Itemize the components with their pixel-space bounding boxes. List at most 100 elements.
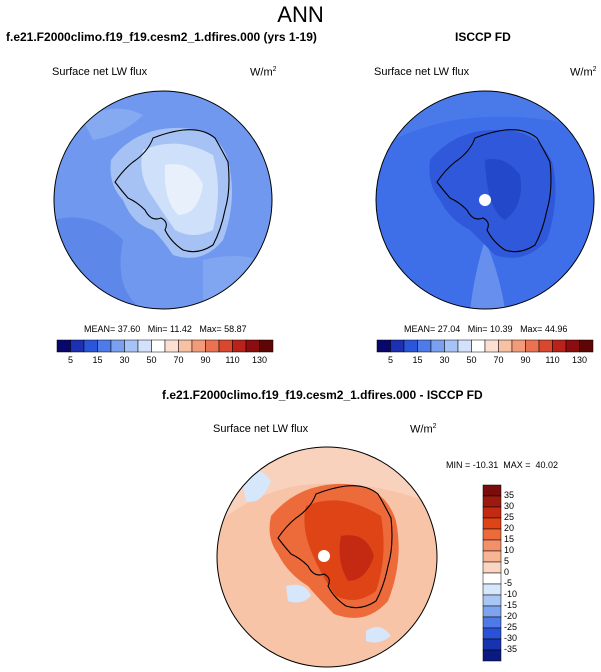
panel2-colorbar-tick-label: 110: [545, 355, 560, 365]
panel1-colorbar-box: [137, 339, 152, 353]
panel1-colorbar-tick-label: 5: [67, 355, 74, 365]
panel3-colorbar-tick-label: -35: [504, 644, 518, 654]
panel1-colorbar-box: [178, 339, 193, 353]
panel2-colorbar-box: [498, 339, 513, 353]
panel1-colorbar-box: [245, 339, 260, 353]
panel2-field-tongue: [470, 240, 505, 309]
panel1-units: W/m2: [250, 66, 277, 79]
panel3-colorbar-box: [482, 539, 502, 552]
panel2-pole-missing: [479, 194, 491, 206]
panel2-colorbar-box: [565, 339, 580, 353]
panel2-units: W/m2: [570, 66, 597, 79]
panel3-colorbar-box: [482, 528, 502, 541]
panel3-colorbar-tick-label: -20: [504, 611, 518, 621]
panel2-colorbar-tick-label: 50: [466, 355, 477, 365]
panel2-colorbar-box: [403, 339, 418, 353]
panel2-colorbar-tick-label: 90: [520, 355, 531, 365]
panel1-colorbar-tick-label: 130: [251, 355, 268, 365]
panel2-map: [375, 90, 595, 310]
panel2-variable: Surface net LW flux: [374, 66, 470, 78]
panel3-colorbar-box: [482, 583, 502, 596]
panel1-colorbar-tick-label: 15: [92, 355, 103, 365]
panel3-colorbar-tick-label: 15: [504, 534, 515, 544]
panel3-colorbar-tick-label: -25: [504, 622, 518, 632]
panel3-colorbar-tick-label: 30: [504, 501, 515, 511]
panel2-coastline: [436, 129, 552, 253]
panel3-field-hotter: [339, 535, 374, 581]
panel3-colorbar-tick-label: -10: [504, 589, 518, 599]
panel3-colorbar-box: [482, 517, 502, 530]
panel1-map-border: [53, 90, 273, 310]
panel2-colorbar-box: [376, 339, 391, 353]
panel1-field-mid2: [83, 108, 143, 140]
panel3-colorbar-box: [482, 561, 502, 574]
panel3-colorbar-box: [482, 550, 502, 563]
panel1-colorbar-box: [56, 339, 71, 353]
panel1-colorbar-tick-label: 110: [225, 355, 240, 365]
panel1-colorbar-box: [70, 339, 85, 353]
panel1-title: f.e21.F2000climo.f19_f19.cesm2_1.dfires.…: [6, 30, 317, 44]
panel1-colorbar-box: [164, 339, 179, 353]
panel3-colorbar-tick-label: 5: [504, 556, 510, 566]
panel2-colorbar-box: [579, 339, 594, 353]
panel3-pole-missing: [318, 550, 330, 562]
panel1-stats: MEAN= 37.60 Min= 11.42 Max= 58.87: [84, 324, 247, 334]
panel1-colorbar-tick-label: 70: [173, 355, 184, 365]
panel3-colorbar-box: [482, 616, 502, 629]
panel1-colorbar-box: [205, 339, 220, 353]
panel1-colorbar-box: [97, 339, 112, 353]
panel3-variable: Surface net LW flux: [213, 423, 309, 435]
panel1-colorbar-box: [83, 339, 98, 353]
panel3-colorbar-ticks: 35 30 25 20 15 10 5 0 -5 -10 -15 -20 -25 -30 -35: [504, 485, 544, 661]
panel1-coastline: [114, 129, 230, 253]
panel3-field-neg2: [286, 584, 311, 603]
panel2-colorbar-ticks: 5 15 30 50 70 90 110 130: [377, 355, 593, 367]
panel2-colorbar-box: [417, 339, 432, 353]
panel2-colorbar-box: [444, 339, 459, 353]
panel3-colorbar-tick-label: -5: [504, 578, 513, 588]
panel3-colorbar-box: [482, 605, 502, 618]
panel3-colorbar-tick-label: -30: [504, 633, 518, 643]
panel3-colorbar-tick-label: 10: [504, 545, 515, 555]
panel3-colorbar-box: [482, 484, 502, 497]
panel2-colorbar-tick-label: 5: [387, 355, 394, 365]
panel3-colorbar-box: [482, 594, 502, 607]
panel2-colorbar: [376, 339, 594, 353]
panel1-field-mid: [203, 256, 272, 309]
panel3-colorbar-box: [482, 506, 502, 519]
panel2-colorbar-tick-label: 15: [412, 355, 423, 365]
panel1-colorbar-ticks: 5 15 30 50 70 90 110 130: [57, 355, 273, 367]
panel1-colorbar-tick-label: 90: [200, 355, 211, 365]
panel1-colorbar-box: [259, 339, 274, 353]
panel3-map: [216, 446, 438, 668]
panel1-variable: Surface net LW flux: [52, 66, 148, 78]
panel3-field-light: [217, 447, 437, 526]
panel3-coastline: [277, 485, 393, 609]
panel2-colorbar-box: [471, 339, 486, 353]
panel3-colorbar-box: [482, 572, 502, 585]
panel3-colorbar-tick-label: 35: [504, 490, 515, 500]
panel3-map-border: [216, 446, 438, 668]
panel1-ice-core: [164, 164, 203, 215]
panel1-colorbar-box: [151, 339, 166, 353]
panel3-stats: MIN = -10.31 MAX = 40.02: [446, 460, 559, 470]
panel2-colorbar-box: [484, 339, 499, 353]
panel3-colorbar-box: [482, 627, 502, 640]
panel3-colorbar-box: [482, 495, 502, 508]
panel3-colorbar: [482, 484, 502, 662]
panel2-map-border: [375, 90, 595, 310]
panel3-units: W/m2: [410, 423, 437, 436]
panel3-colorbar-tick-label: 20: [504, 523, 515, 533]
panel1-colorbar-box: [124, 339, 139, 353]
panel2-title: ISCCP FD: [455, 30, 511, 44]
panel1-colorbar-box: [232, 339, 247, 353]
panel1-colorbar-box: [218, 339, 233, 353]
panel2-colorbar-tick-label: 70: [493, 355, 504, 365]
panel3-colorbar-tick-label: -15: [504, 600, 518, 610]
panel3-field-neg3: [366, 627, 391, 643]
panel2-colorbar-box: [511, 339, 526, 353]
panel2-colorbar-box: [525, 339, 540, 353]
panel1-colorbar-box: [191, 339, 206, 353]
panel2-colorbar-box: [390, 339, 405, 353]
panel2-colorbar-box: [430, 339, 445, 353]
